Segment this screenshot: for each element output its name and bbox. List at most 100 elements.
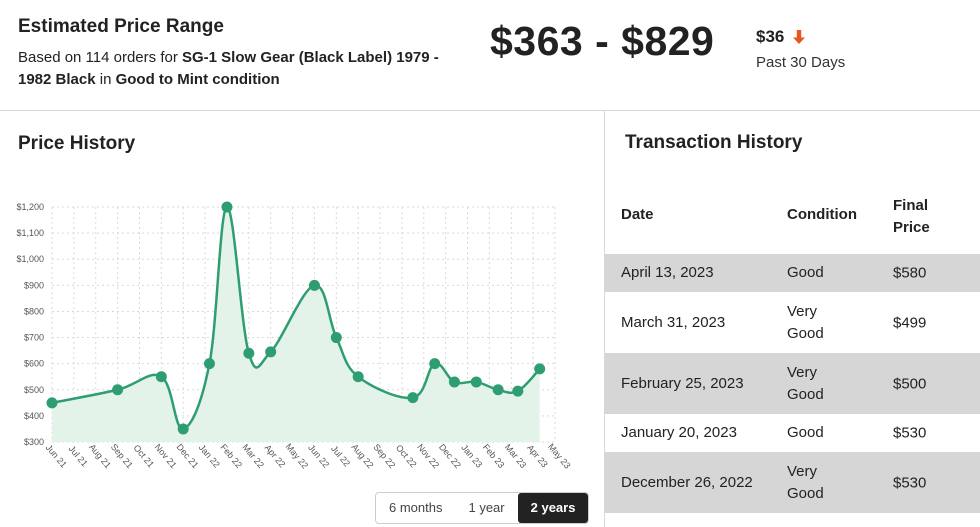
y-tick-label: $900 [24,280,44,290]
x-tick-label: Jan 22 [197,443,222,470]
column-header-price: Price [893,219,930,236]
x-tick-label: Oct 21 [131,443,156,470]
data-point [265,346,277,358]
table-row: December 26, 2022 Very Good $530 [605,452,980,513]
transaction-condition: Very Good [787,462,824,502]
transaction-price: $530 [893,474,927,491]
transaction-date: February 25, 2023 [621,374,744,392]
arrow-down-icon [793,30,806,44]
y-tick-label: $300 [24,437,44,447]
x-tick-label: May 23 [546,442,573,471]
x-tick-label: Nov 22 [415,442,441,470]
estimate-in: in [95,71,116,88]
y-tick-label: $700 [24,333,44,343]
y-tick-label: $400 [24,411,44,421]
data-point [330,332,342,344]
data-point [512,385,524,397]
condition-range: Good to Mint condition [115,71,280,88]
estimate-description: Based on 114 orders for SG-1 Slow Gear (… [18,47,458,91]
x-tick-label: Feb 23 [481,442,507,470]
price-change-amount: $36 [756,27,785,46]
y-tick-label: $1,200 [16,202,44,212]
data-point [534,363,546,375]
transaction-date: January 20, 2023 [621,424,737,441]
range-2-years-button[interactable]: 2 years [517,493,589,523]
transaction-condition: Good [787,424,824,441]
range-1-year-button[interactable]: 1 year [468,500,505,515]
data-point [203,358,215,370]
data-point [492,384,504,396]
x-tick-label: Jan 23 [459,443,484,470]
y-tick-label: $800 [24,306,44,316]
transaction-date: December 26, 2022 [621,473,753,491]
table-row: April 13, 2023 Good $580 [605,254,980,292]
data-point [429,358,441,370]
data-point [407,392,419,404]
x-tick-label: Aug 22 [349,442,375,470]
data-point [448,376,460,388]
column-header-condition[interactable]: Condition [787,206,857,223]
data-point [177,423,189,435]
data-point [470,376,482,388]
transaction-history-panel: Transaction History Date Condition Final… [605,111,980,527]
data-point [46,397,58,409]
x-tick-label: Nov 21 [153,442,179,470]
estimate-prefix: Based on 114 orders for [18,49,182,66]
data-point [112,384,124,396]
estimate-header: Estimated Price Range Based on 114 order… [0,0,980,111]
price-range: $363 - $829 [490,18,715,64]
data-point [243,347,255,359]
price-area-fill [52,206,540,442]
transaction-condition: Very Good [787,302,824,342]
range-selector: 6 months 1 year 2 years [375,492,590,524]
data-point [155,371,167,383]
data-point [352,371,364,383]
x-tick-label: Sep 21 [109,442,135,470]
transaction-table-body: April 13, 2023 Good $580 March 31, 2023 … [605,254,980,513]
x-tick-label: Sep 22 [371,442,397,470]
x-tick-label: Jul 22 [329,444,352,469]
price-history-title: Price History [18,133,136,154]
column-header-final-price[interactable]: Final Price [893,195,953,239]
column-header-date[interactable]: Date [621,206,654,223]
y-tick-label: $500 [24,385,44,395]
transaction-price: $580 [893,264,927,282]
table-row: January 20, 2023 Good $530 [605,414,980,452]
panel-divider [604,111,605,527]
x-tick-label: Oct 22 [394,443,419,470]
x-tick-label: Jun 22 [306,443,331,470]
product-variant: 1979 - 1982 Black [18,49,439,88]
price-history-panel: Price History $300 $400 $500 $600 $700 $800 $9… [0,111,604,527]
transaction-date: April 13, 2023 [621,264,714,281]
data-point [308,279,320,291]
table-row: March 31, 2023 Very Good $499 [605,292,980,353]
x-tick-label: Aug 21 [87,442,113,470]
transaction-condition: Good [787,264,824,281]
x-tick-label: Feb 22 [218,442,244,470]
data-point [221,201,233,213]
transaction-price: $530 [893,424,927,442]
price-history-chart: $300 $400 $500 $600 $700 $800 $900 $1,000 $1,100… [16,201,573,471]
transaction-condition: Very Good [787,363,824,403]
y-tick-label: $600 [24,359,44,369]
estimate-title: Estimated Price Range [18,16,224,37]
x-tick-label: Dec 22 [437,442,463,470]
product-name: SG-1 Slow Gear (Black Label) [182,49,393,66]
x-tick-label: Jun 21 [44,443,69,470]
transaction-table-header: Date Condition Final Price [605,186,980,254]
x-tick-label: Jul 21 [67,444,90,469]
transaction-date: March 31, 2023 [621,313,726,331]
column-header-final: Final [893,197,929,214]
x-tick-label: Dec 21 [175,442,201,470]
x-tick-label: May 22 [284,442,311,471]
price-change: $36 [756,27,806,47]
transaction-history-title: Transaction History [625,132,803,153]
y-tick-label: $1,000 [16,254,44,264]
range-6-months-button[interactable]: 6 months [389,500,443,515]
y-tick-label: $1,100 [16,228,44,238]
transaction-price: $500 [893,375,927,392]
x-tick-label: Mar 22 [240,442,266,470]
transaction-price: $499 [893,314,927,331]
x-tick-label: Mar 23 [503,442,529,470]
table-row: February 25, 2023 Very Good $500 [605,353,980,414]
